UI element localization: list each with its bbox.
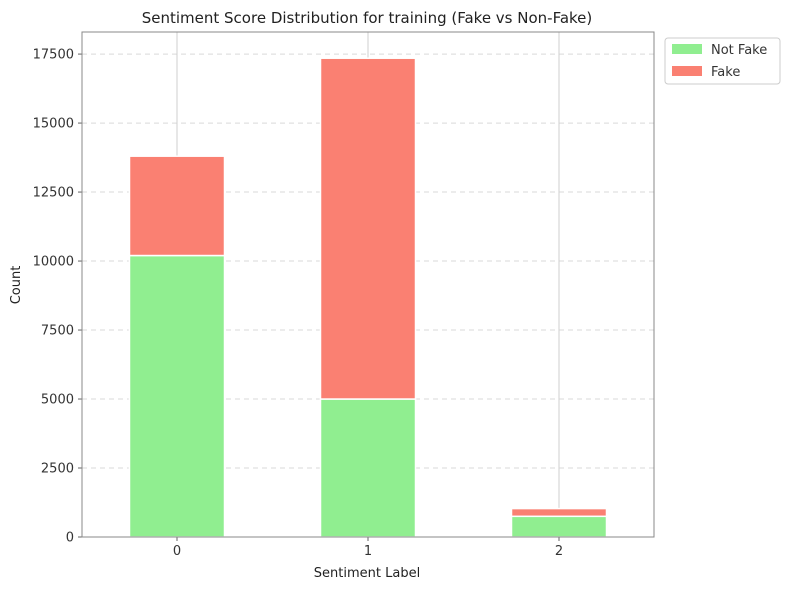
x-tick-label: 1 [364,544,372,559]
plot-frame [81,31,655,538]
x-axis-ticks: 0 1 2 [173,537,563,559]
legend-label-not-fake: Not Fake [711,43,767,58]
bar-not-fake-1 [319,398,417,538]
y-tick-label: 7500 [41,324,74,339]
chart-title: Sentiment Score Distribution for trainin… [142,9,593,27]
bar-not-fake-0 [128,254,226,538]
legend: Not Fake Fake [664,37,781,85]
x-tick-label: 2 [555,544,563,559]
y-tick-label: 12500 [33,186,74,201]
bar-fake-2 [510,507,608,518]
y-tick-label: 0 [66,531,74,546]
x-tick-label: 0 [173,544,181,559]
bars-layer [128,57,608,538]
y-axis-label: Count [9,266,24,305]
legend-swatch-fake [672,66,702,76]
y-tick-label: 2500 [41,462,74,477]
legend-label-fake: Fake [711,65,740,80]
y-tick-label: 5000 [41,393,74,408]
bar-fake-0 [128,155,226,257]
y-tick-label: 15000 [33,117,74,132]
y-tick-label: 17500 [33,48,74,63]
y-axis-ticks: 0 2500 5000 7500 10000 12500 15000 17500 [33,48,82,546]
bar-fake-1 [319,57,417,400]
y-tick-label: 10000 [33,255,74,270]
legend-swatch-not-fake [672,44,702,54]
bar-not-fake-2 [510,515,608,538]
x-axis-label: Sentiment Label [314,566,420,581]
